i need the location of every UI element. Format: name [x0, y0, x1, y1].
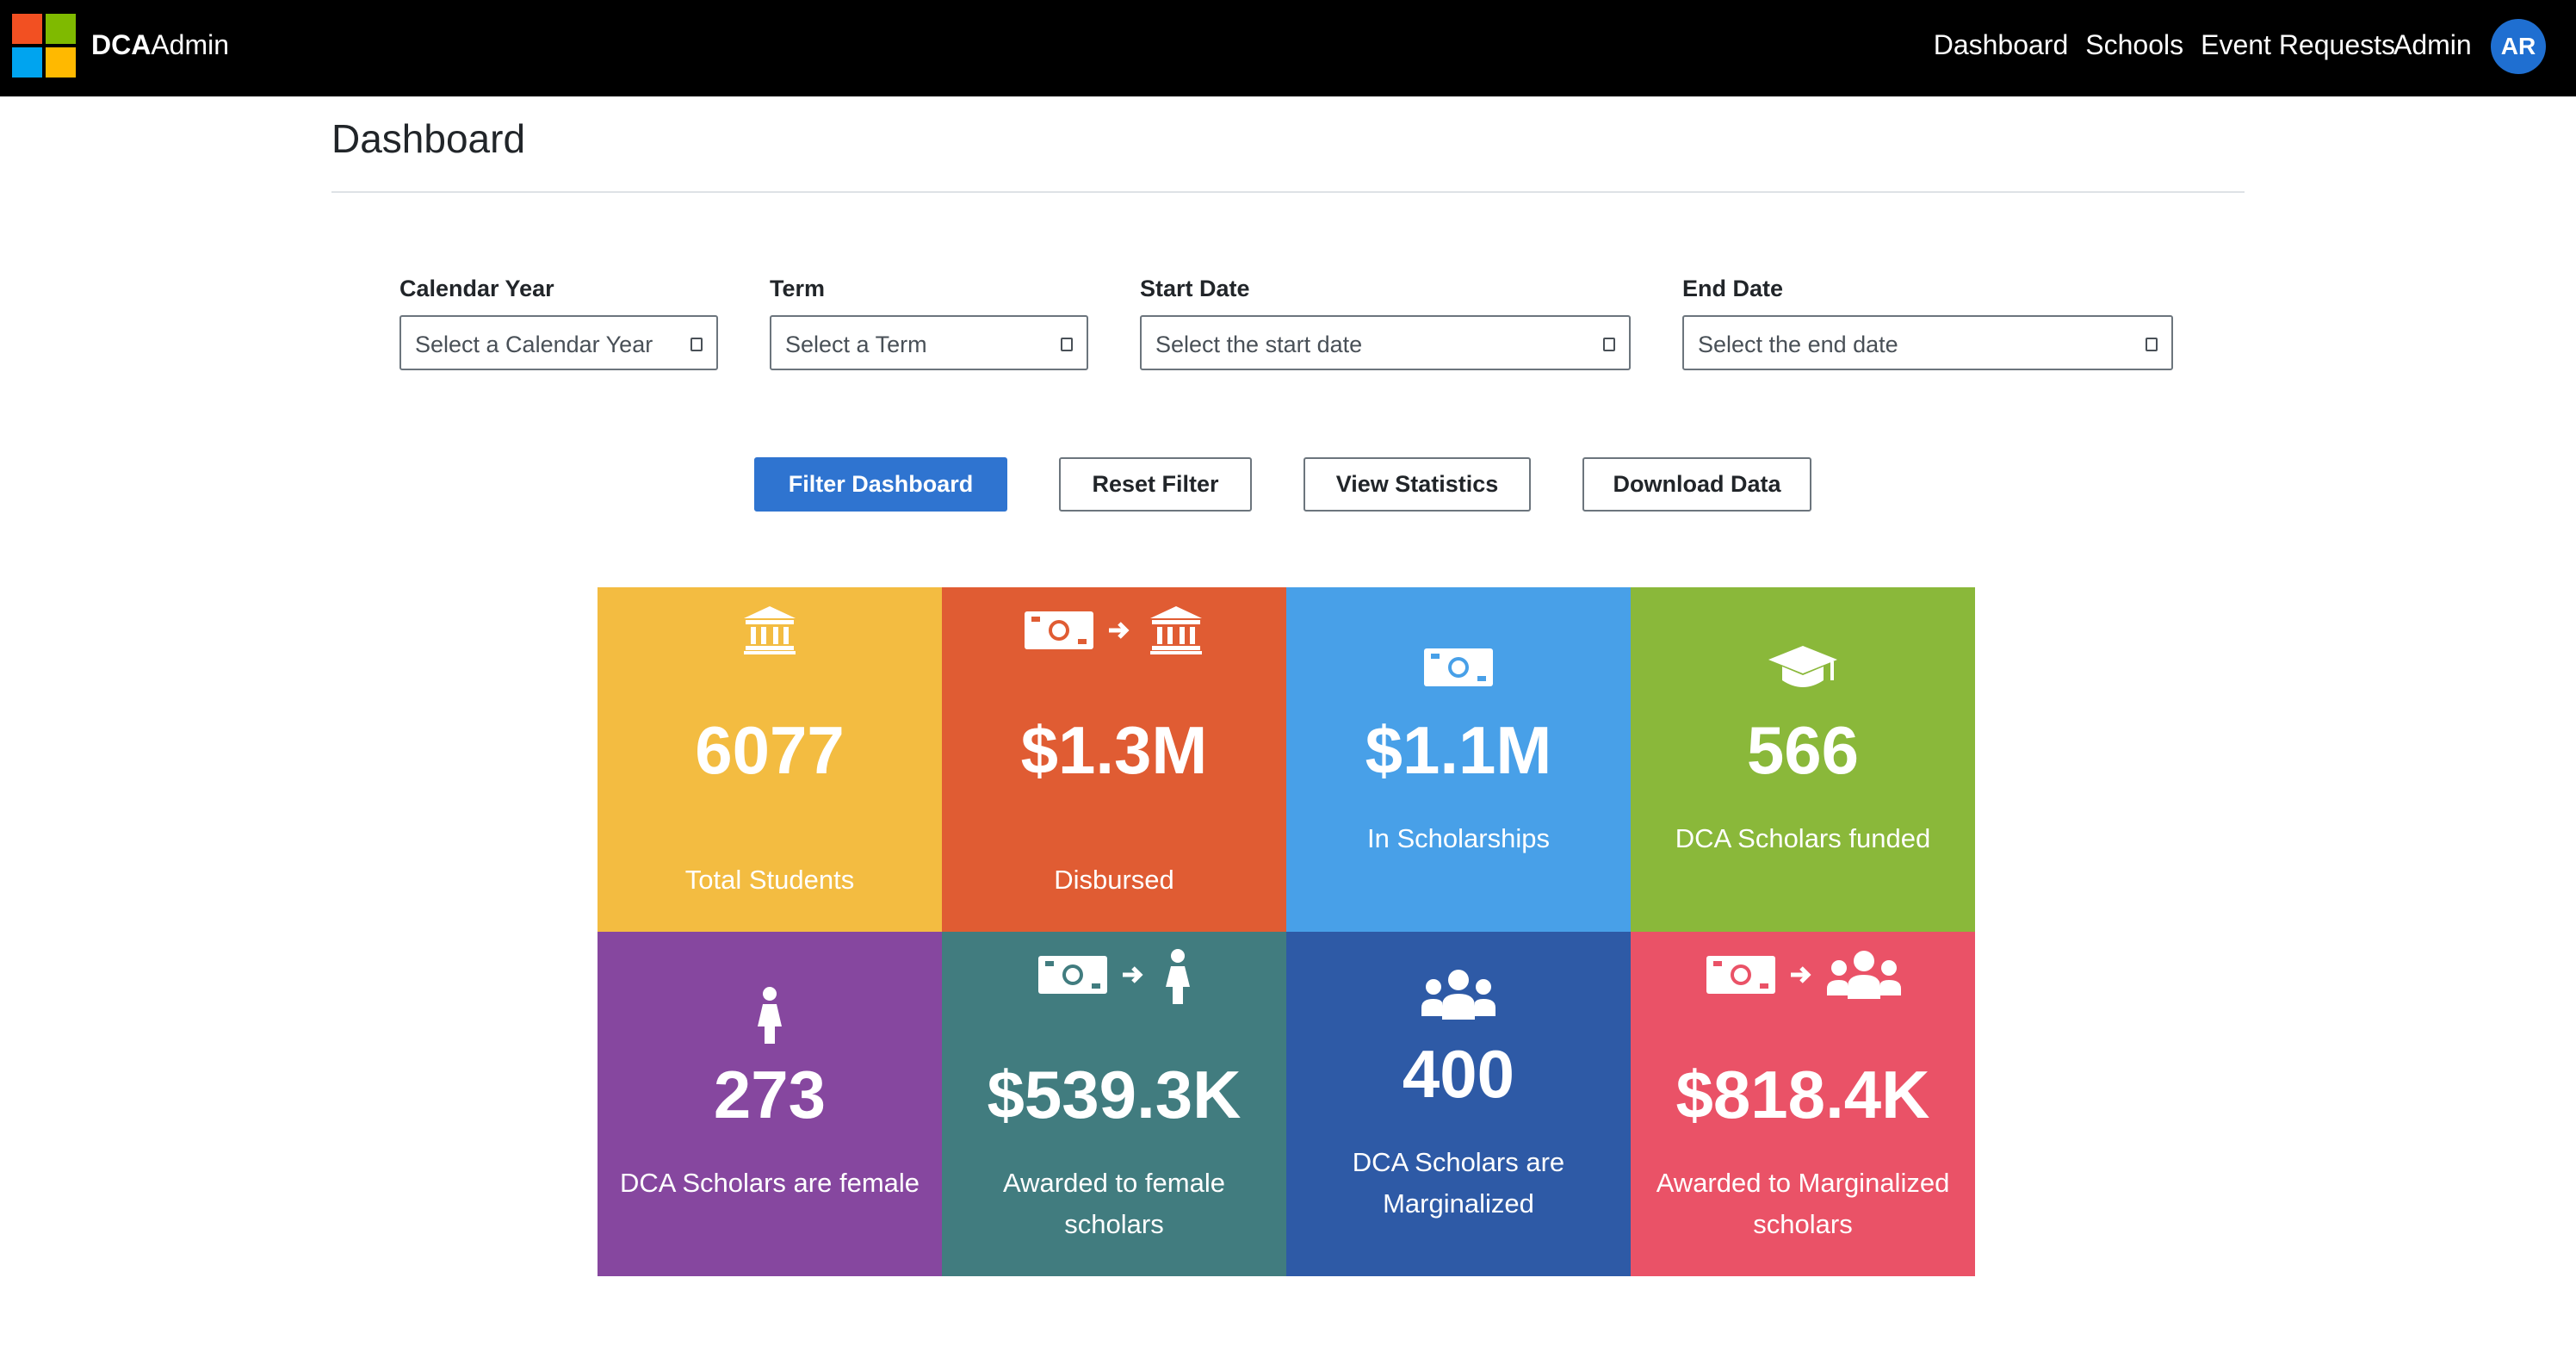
tile-label: In Scholarships	[1367, 823, 1550, 853]
user-avatar[interactable]: AR	[2491, 19, 2546, 74]
tile-female-scholars: 273 DCA Scholars are female	[598, 932, 942, 1276]
tile-awarded-female: $539.3K Awarded to female scholars	[942, 932, 1286, 1276]
calendar-year-select[interactable]: Select a Calendar Year	[399, 315, 718, 370]
view-statistics-button[interactable]: View Statistics	[1303, 457, 1531, 512]
dropdown-icon	[1061, 338, 1073, 351]
tile-label: DCA Scholars are Marginalized	[1286, 1142, 1631, 1225]
tile-value: $1.3M	[1020, 712, 1208, 788]
tile-label-line1: Awarded to female	[1003, 1168, 1225, 1198]
page-title: Dashboard	[331, 116, 526, 161]
bank-icon	[744, 606, 796, 654]
money-to-group-icon	[1706, 951, 1901, 999]
dropdown-icon	[690, 338, 703, 351]
calendar-year-label: Calendar Year	[399, 276, 554, 301]
money-icon	[1424, 648, 1493, 686]
tile-label: Total Students	[684, 865, 855, 895]
end-date-placeholder: Select the end date	[1698, 332, 1898, 357]
group-icon	[1421, 970, 1495, 1020]
tile-label: Awarded to Marginalized scholars	[1631, 1163, 1975, 1245]
term-select[interactable]: Select a Term	[770, 315, 1088, 370]
start-date-placeholder: Select the start date	[1155, 332, 1363, 357]
calendar-year-placeholder: Select a Calendar Year	[415, 332, 653, 357]
top-navbar: DCAAdmin Dashboard Schools Event Request…	[0, 0, 2576, 96]
tile-label-line1: Awarded to Marginalized	[1656, 1168, 1950, 1198]
download-data-button[interactable]: Download Data	[1582, 457, 1811, 512]
start-date-input[interactable]: Select the start date	[1140, 315, 1631, 370]
calendar-icon	[1603, 338, 1615, 351]
nav-link-event-requests[interactable]: Event Requests	[2201, 29, 2395, 60]
tile-marginalized-scholars: 400 DCA Scholars are Marginalized	[1286, 932, 1631, 1276]
brand-name[interactable]: DCAAdmin	[91, 29, 229, 61]
tile-label-line2: scholars	[1064, 1209, 1164, 1239]
tile-value: $539.3K	[987, 1057, 1242, 1132]
money-to-female-icon	[1038, 949, 1190, 1004]
tile-label: DCA Scholars are female	[619, 1168, 920, 1198]
tile-label: Awarded to female scholars	[942, 1163, 1286, 1245]
term-placeholder: Select a Term	[785, 332, 927, 357]
brand-rest: Admin	[151, 29, 230, 60]
start-date-label: Start Date	[1140, 276, 1250, 301]
brand-bold: DCA	[91, 29, 152, 60]
nav-link-dashboard[interactable]: Dashboard	[1933, 29, 2069, 60]
female-icon	[758, 987, 782, 1044]
tile-label: DCA Scholars funded	[1675, 823, 1931, 853]
nav-link-schools[interactable]: Schools	[2085, 29, 2184, 60]
tile-label-line1: DCA Scholars are	[1352, 1147, 1565, 1177]
money-to-bank-icon	[1025, 606, 1202, 654]
filter-dashboard-button[interactable]: Filter Dashboard	[754, 457, 1007, 512]
tile-scholars-funded: 566 DCA Scholars funded	[1631, 587, 1975, 932]
end-date-input[interactable]: Select the end date	[1682, 315, 2173, 370]
tile-disbursed: $1.3M Disbursed	[942, 587, 1286, 932]
nav-link-admin[interactable]: Admin	[2393, 29, 2472, 60]
tile-in-scholarships: $1.1M In Scholarships	[1286, 587, 1631, 932]
nav-links: Dashboard Schools Event Requests	[1934, 29, 2395, 61]
tile-label-line2: Marginalized	[1383, 1188, 1534, 1219]
app-logo[interactable]	[12, 14, 76, 78]
tile-label: Disbursed	[1054, 865, 1174, 895]
tile-total-students: 6077 Total Students	[598, 587, 942, 932]
tile-value: $1.1M	[1365, 712, 1552, 788]
calendar-icon	[2146, 338, 2158, 351]
tile-value: 400	[1402, 1036, 1515, 1112]
term-label: Term	[770, 276, 826, 301]
tile-value: 273	[713, 1057, 827, 1132]
reset-filter-button[interactable]: Reset Filter	[1059, 457, 1252, 512]
tile-awarded-marginalized: $818.4K Awarded to Marginalized scholars	[1631, 932, 1975, 1276]
graduation-cap-icon	[1768, 646, 1837, 687]
end-date-label: End Date	[1682, 276, 1784, 301]
header-divider	[331, 191, 2245, 193]
tile-label-line2: scholars	[1753, 1209, 1853, 1239]
tile-value: $818.4K	[1675, 1057, 1930, 1132]
tile-value: 6077	[695, 712, 845, 788]
tile-value: 566	[1746, 712, 1860, 788]
